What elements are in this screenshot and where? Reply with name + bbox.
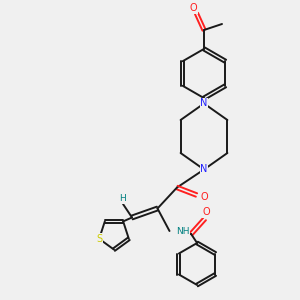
Text: H: H: [120, 194, 126, 203]
Text: NH: NH: [176, 226, 190, 236]
Text: O: O: [190, 3, 197, 13]
Text: S: S: [96, 234, 102, 244]
Text: O: O: [200, 191, 208, 202]
Text: N: N: [200, 164, 208, 175]
Text: N: N: [200, 98, 208, 109]
Text: O: O: [202, 207, 210, 218]
